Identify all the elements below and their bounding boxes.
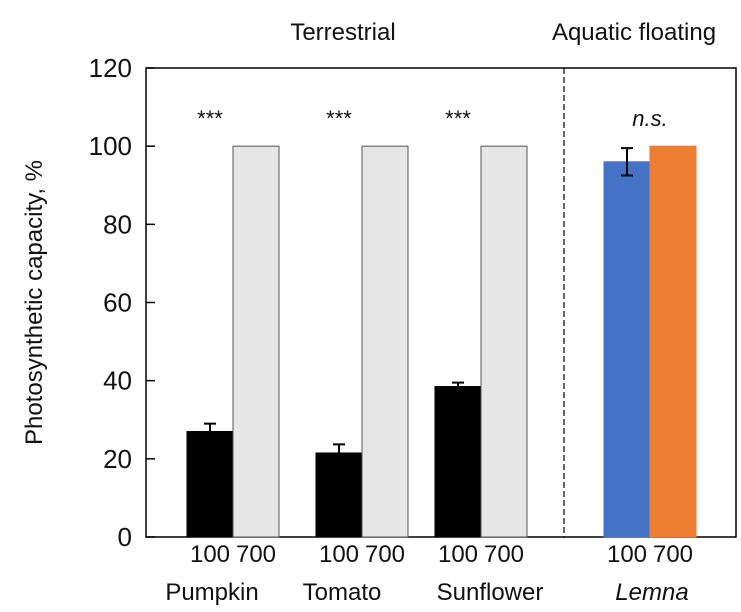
significance-label: *** — [326, 106, 352, 131]
y-tick-label: 120 — [89, 53, 132, 83]
bar-pumpkin-700 — [232, 145, 280, 538]
bar-sunflower-700 — [480, 145, 528, 538]
y-tick-label: 0 — [118, 522, 132, 552]
bar-sublabel: 100 — [607, 541, 647, 568]
bar-tomato-100 — [315, 452, 363, 538]
category-label: Lemna — [615, 579, 688, 606]
bar-pumpkin-100 — [186, 430, 234, 538]
category-label: Sunflower — [437, 579, 544, 606]
bar-sublabel: 100 — [438, 541, 478, 568]
y-tick-label: 20 — [103, 444, 132, 474]
group-header: Terrestrial — [290, 19, 395, 46]
bar-sublabel: 700 — [484, 541, 524, 568]
bar-sublabel: 700 — [236, 541, 276, 568]
y-tick-label: 40 — [103, 366, 132, 396]
y-tick-label: 80 — [103, 209, 132, 239]
text-layer: 0 20 40 60 80 100 120 Photosynthetic capacity, … — [21, 19, 716, 606]
bars-layer — [186, 145, 697, 538]
category-label: Pumpkin — [165, 579, 258, 606]
category-label: Tomato — [303, 579, 382, 606]
y-tick-label: 60 — [103, 288, 132, 318]
bar-tomato-700 — [361, 145, 409, 538]
significance-label: *** — [445, 106, 471, 131]
significance-label: *** — [197, 106, 223, 131]
bar-sublabel: 100 — [319, 541, 359, 568]
bar-sublabel: 100 — [190, 541, 230, 568]
group-header: Aquatic floating — [552, 19, 716, 46]
bar-sublabel: 700 — [365, 541, 405, 568]
y-tick-label: 100 — [89, 131, 132, 161]
bar-sublabel: 700 — [653, 541, 693, 568]
y-axis-label: Photosynthetic capacity, % — [21, 160, 48, 445]
bar-lemna-700 — [649, 145, 697, 538]
bar-sunflower-100 — [434, 386, 482, 538]
significance-label: n.s. — [632, 106, 667, 131]
bar-lemna-100 — [603, 161, 651, 538]
